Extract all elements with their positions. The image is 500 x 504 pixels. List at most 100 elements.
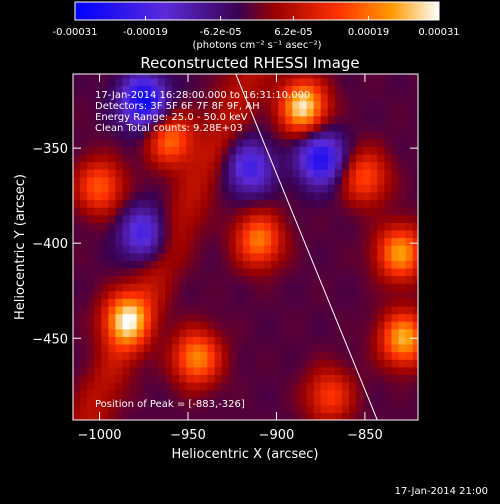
heatmap-cell: [150, 184, 159, 193]
heatmap-cell: [115, 131, 124, 140]
heatmap-cell: [313, 381, 322, 391]
heatmap-cell: [278, 351, 286, 360]
heatmap-cell: [249, 153, 258, 163]
heatmap-cell: [405, 321, 414, 330]
heatmap-cell: [306, 260, 315, 269]
heatmap-cell: [285, 214, 293, 223]
heatmap-cell: [334, 85, 343, 94]
heatmap-cell: [306, 100, 315, 109]
heatmap-cell: [80, 123, 88, 132]
heatmap-cell: [200, 146, 209, 155]
heatmap-cell: [150, 389, 159, 398]
heatmap-cell: [384, 305, 393, 315]
heatmap-cell: [271, 283, 279, 292]
heatmap-cell: [87, 374, 95, 383]
heatmap-cell: [136, 77, 145, 87]
heatmap-cell: [179, 252, 187, 261]
heatmap-cell: [299, 412, 308, 420]
heatmap-cell: [87, 245, 95, 254]
heatmap-cell: [214, 74, 223, 79]
heatmap-cell: [356, 412, 364, 420]
heatmap-cell: [334, 245, 343, 254]
heatmap-cell: [405, 267, 414, 277]
heatmap-cell: [327, 131, 336, 140]
heatmap-cell: [94, 245, 102, 254]
heatmap-cell: [327, 138, 336, 147]
heatmap-cell: [327, 74, 336, 79]
heatmap-cell: [129, 290, 138, 299]
heatmap-cell: [412, 176, 418, 185]
heatmap-cell: [398, 404, 407, 413]
heatmap-cell: [221, 275, 230, 284]
heatmap-cell: [412, 100, 418, 109]
heatmap-cell: [157, 374, 166, 383]
heatmap-cell: [249, 260, 258, 269]
heatmap-cell: [108, 191, 117, 201]
heatmap-cell: [157, 153, 166, 163]
heatmap-cell: [221, 161, 230, 170]
heatmap-cell: [384, 100, 393, 109]
heatmap-cell: [200, 412, 209, 420]
heatmap-cell: [200, 366, 209, 375]
heatmap-cell: [356, 153, 364, 163]
heatmap-cell: [193, 207, 201, 216]
heatmap-cell: [257, 222, 265, 231]
heatmap-cell: [235, 313, 244, 322]
heatmap-cell: [341, 100, 350, 109]
heatmap-cell: [207, 108, 216, 117]
heatmap-cell: [235, 252, 244, 261]
heatmap-cell: [341, 138, 350, 147]
heatmap-cell: [228, 343, 237, 353]
heatmap-cell: [271, 237, 279, 246]
heatmap-cell: [235, 153, 244, 163]
heatmap-cell: [292, 123, 301, 132]
heatmap-cell: [108, 93, 117, 102]
heatmap-cell: [108, 138, 117, 147]
heatmap-cell: [186, 359, 194, 368]
heatmap-cell: [377, 222, 385, 231]
heatmap-cell: [306, 298, 315, 307]
heatmap-cell: [278, 275, 286, 284]
heatmap-cell: [235, 260, 244, 269]
heatmap-cell: [122, 412, 131, 420]
heatmap-cell: [398, 412, 407, 420]
heatmap-cell: [377, 146, 385, 155]
heatmap-cell: [87, 321, 95, 330]
heatmap-cell: [179, 222, 187, 231]
heatmap-cell: [193, 343, 201, 353]
heatmap-cell: [179, 404, 187, 413]
heatmap-cell: [115, 389, 124, 398]
heatmap-cell: [80, 176, 88, 185]
heatmap-cell: [292, 207, 301, 216]
heatmap-cell: [341, 199, 350, 208]
heatmap-cell: [115, 283, 124, 292]
heatmap-cell: [165, 359, 173, 368]
heatmap-cell: [249, 138, 258, 147]
heatmap-cell: [334, 381, 343, 391]
heatmap-cell: [334, 298, 343, 307]
heatmap-cell: [228, 237, 237, 246]
heatmap-cell: [80, 131, 88, 140]
heatmap-cell: [341, 366, 350, 375]
heatmap-cell: [341, 74, 350, 79]
heatmap-cell: [278, 321, 286, 330]
heatmap-cell: [73, 404, 81, 413]
heatmap-cell: [306, 275, 315, 284]
heatmap-cell: [94, 161, 102, 170]
heatmap-cell: [384, 138, 393, 147]
heatmap-cell: [80, 397, 88, 406]
heatmap-cell: [108, 328, 117, 337]
heatmap-cell: [363, 229, 371, 239]
heatmap-cell: [242, 290, 251, 299]
heatmap-cell: [80, 381, 88, 391]
heatmap-cell: [264, 146, 272, 155]
heatmap-cell: [94, 267, 102, 277]
heatmap-cell: [186, 290, 194, 299]
heatmap-cell: [228, 305, 237, 315]
heatmap-cell: [320, 305, 329, 315]
heatmap-cell: [80, 222, 88, 231]
heatmap-cell: [207, 404, 216, 413]
heatmap-cell: [349, 267, 357, 277]
heatmap-cell: [87, 176, 95, 185]
heatmap-cell: [200, 328, 209, 337]
